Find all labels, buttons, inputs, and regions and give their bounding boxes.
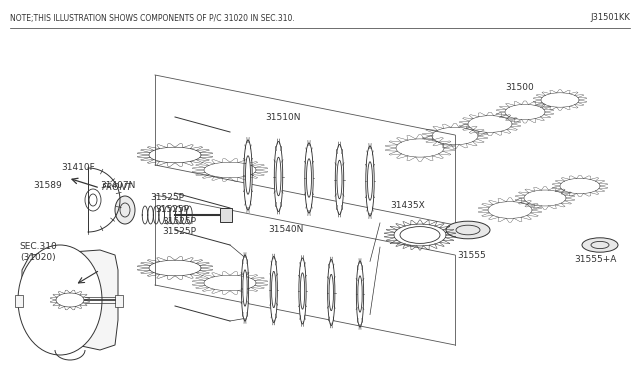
Ellipse shape — [300, 273, 305, 309]
Text: 31525P: 31525P — [150, 193, 184, 202]
Ellipse shape — [328, 260, 335, 326]
Bar — [220, 208, 232, 222]
Text: 31555+A: 31555+A — [574, 256, 616, 264]
Ellipse shape — [366, 146, 374, 216]
Text: SEC.310
(31020): SEC.310 (31020) — [19, 242, 57, 262]
Text: NOTE;THIS ILLUSTRATION SHOWS COMPONENTS OF P/C 31020 IN SEC.310.: NOTE;THIS ILLUSTRATION SHOWS COMPONENTS … — [10, 13, 295, 22]
Polygon shape — [22, 250, 118, 350]
Ellipse shape — [358, 276, 362, 312]
Text: FRONT: FRONT — [102, 183, 132, 192]
Ellipse shape — [241, 255, 248, 321]
Text: 31500: 31500 — [505, 83, 534, 93]
Ellipse shape — [244, 140, 252, 210]
Ellipse shape — [299, 258, 306, 324]
Text: 31510N: 31510N — [265, 113, 301, 122]
Text: J31501KK: J31501KK — [590, 13, 630, 22]
Text: 31407N: 31407N — [100, 180, 136, 189]
Ellipse shape — [115, 196, 135, 224]
Text: 31525P: 31525P — [155, 205, 189, 215]
Ellipse shape — [246, 156, 250, 194]
Ellipse shape — [243, 270, 247, 306]
Ellipse shape — [337, 160, 342, 199]
Text: 31540N: 31540N — [268, 225, 303, 234]
Ellipse shape — [271, 271, 276, 308]
Ellipse shape — [275, 141, 283, 212]
Text: 31525P: 31525P — [162, 228, 196, 237]
Ellipse shape — [329, 275, 333, 311]
Ellipse shape — [18, 245, 102, 355]
Bar — [115, 295, 123, 307]
Text: 31525P: 31525P — [162, 218, 196, 227]
Ellipse shape — [270, 257, 277, 323]
Text: 31555: 31555 — [457, 250, 486, 260]
Ellipse shape — [335, 144, 344, 215]
Ellipse shape — [582, 238, 618, 252]
Text: 31589: 31589 — [34, 180, 62, 189]
Text: 31435X: 31435X — [390, 201, 425, 209]
Ellipse shape — [367, 162, 372, 200]
Ellipse shape — [307, 159, 312, 197]
Ellipse shape — [446, 221, 490, 239]
Ellipse shape — [356, 261, 364, 327]
Bar — [15, 295, 23, 307]
Text: 31410F: 31410F — [61, 164, 95, 173]
Ellipse shape — [305, 143, 313, 213]
Ellipse shape — [276, 157, 281, 196]
